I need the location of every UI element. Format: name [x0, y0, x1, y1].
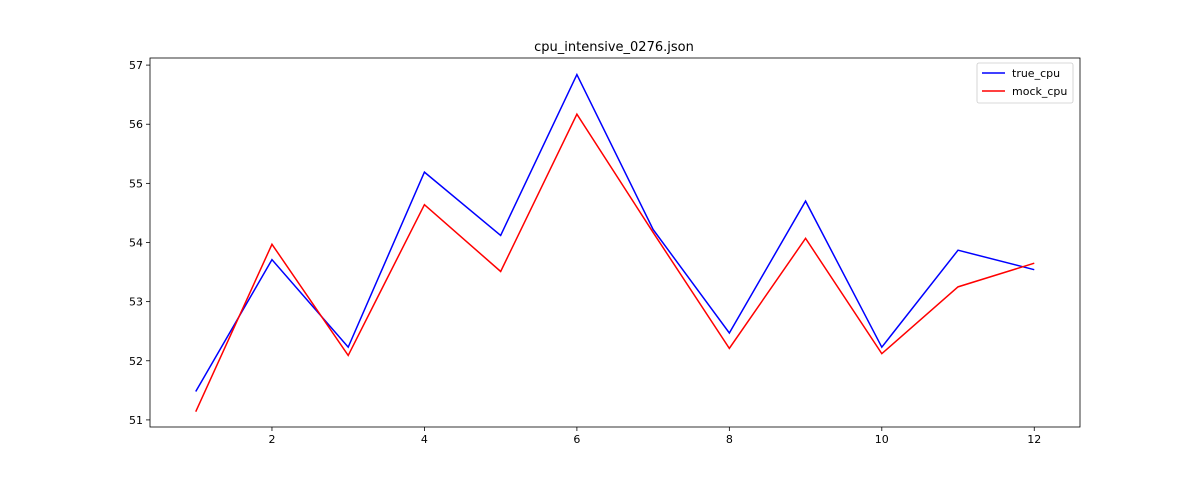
y-tick-label: 55	[129, 177, 143, 190]
legend: true_cpu mock_cpu	[976, 62, 1074, 104]
series-lines	[195, 72, 1035, 412]
legend-label-mock-cpu: mock_cpu	[1012, 85, 1067, 98]
axes: 2 4 6 8 10 12 51 52 53 54 55 56 57	[129, 57, 1081, 446]
y-tick-label: 57	[129, 59, 143, 72]
legend-label-true-cpu: true_cpu	[1012, 67, 1060, 80]
x-tick-label: 2	[268, 433, 275, 446]
series-line-true-cpu	[195, 72, 1035, 392]
x-tick-label: 8	[726, 433, 733, 446]
y-tick-label: 51	[129, 414, 143, 427]
x-tick-label: 6	[573, 433, 580, 446]
y-tick-label: 53	[129, 296, 143, 309]
series-line-mock-cpu	[195, 112, 1035, 412]
y-tick-label: 56	[129, 118, 143, 131]
x-tick-label: 10	[875, 433, 889, 446]
x-tick-label: 4	[421, 433, 428, 446]
x-tick-label: 12	[1027, 433, 1041, 446]
y-tick-label: 54	[129, 237, 143, 250]
chart-title: cpu_intensive_0276.json	[534, 40, 694, 55]
y-tick-label: 52	[129, 355, 143, 368]
